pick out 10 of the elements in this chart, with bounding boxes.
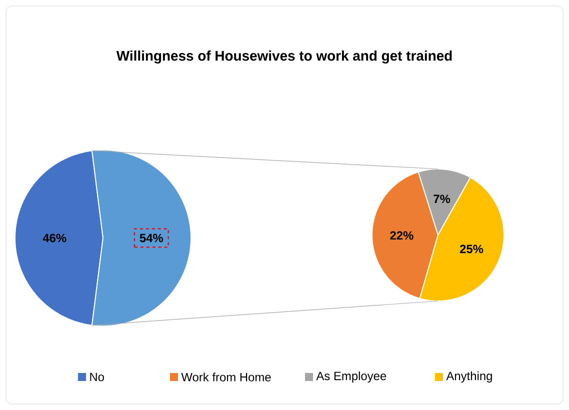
data-label: 46% xyxy=(42,234,66,242)
text: Willingness of Housewives to work and get trained xyxy=(116,50,452,64)
legend-label: Anything xyxy=(446,371,492,383)
legend-label: As Employee xyxy=(316,371,386,383)
data-label: 7% xyxy=(434,194,450,204)
data-label: 54% xyxy=(140,234,164,242)
data-label: 22% xyxy=(390,231,414,240)
data-label: 25% xyxy=(460,244,484,254)
legend-label: Work from Home xyxy=(181,372,271,382)
legend-label: No xyxy=(90,372,104,382)
